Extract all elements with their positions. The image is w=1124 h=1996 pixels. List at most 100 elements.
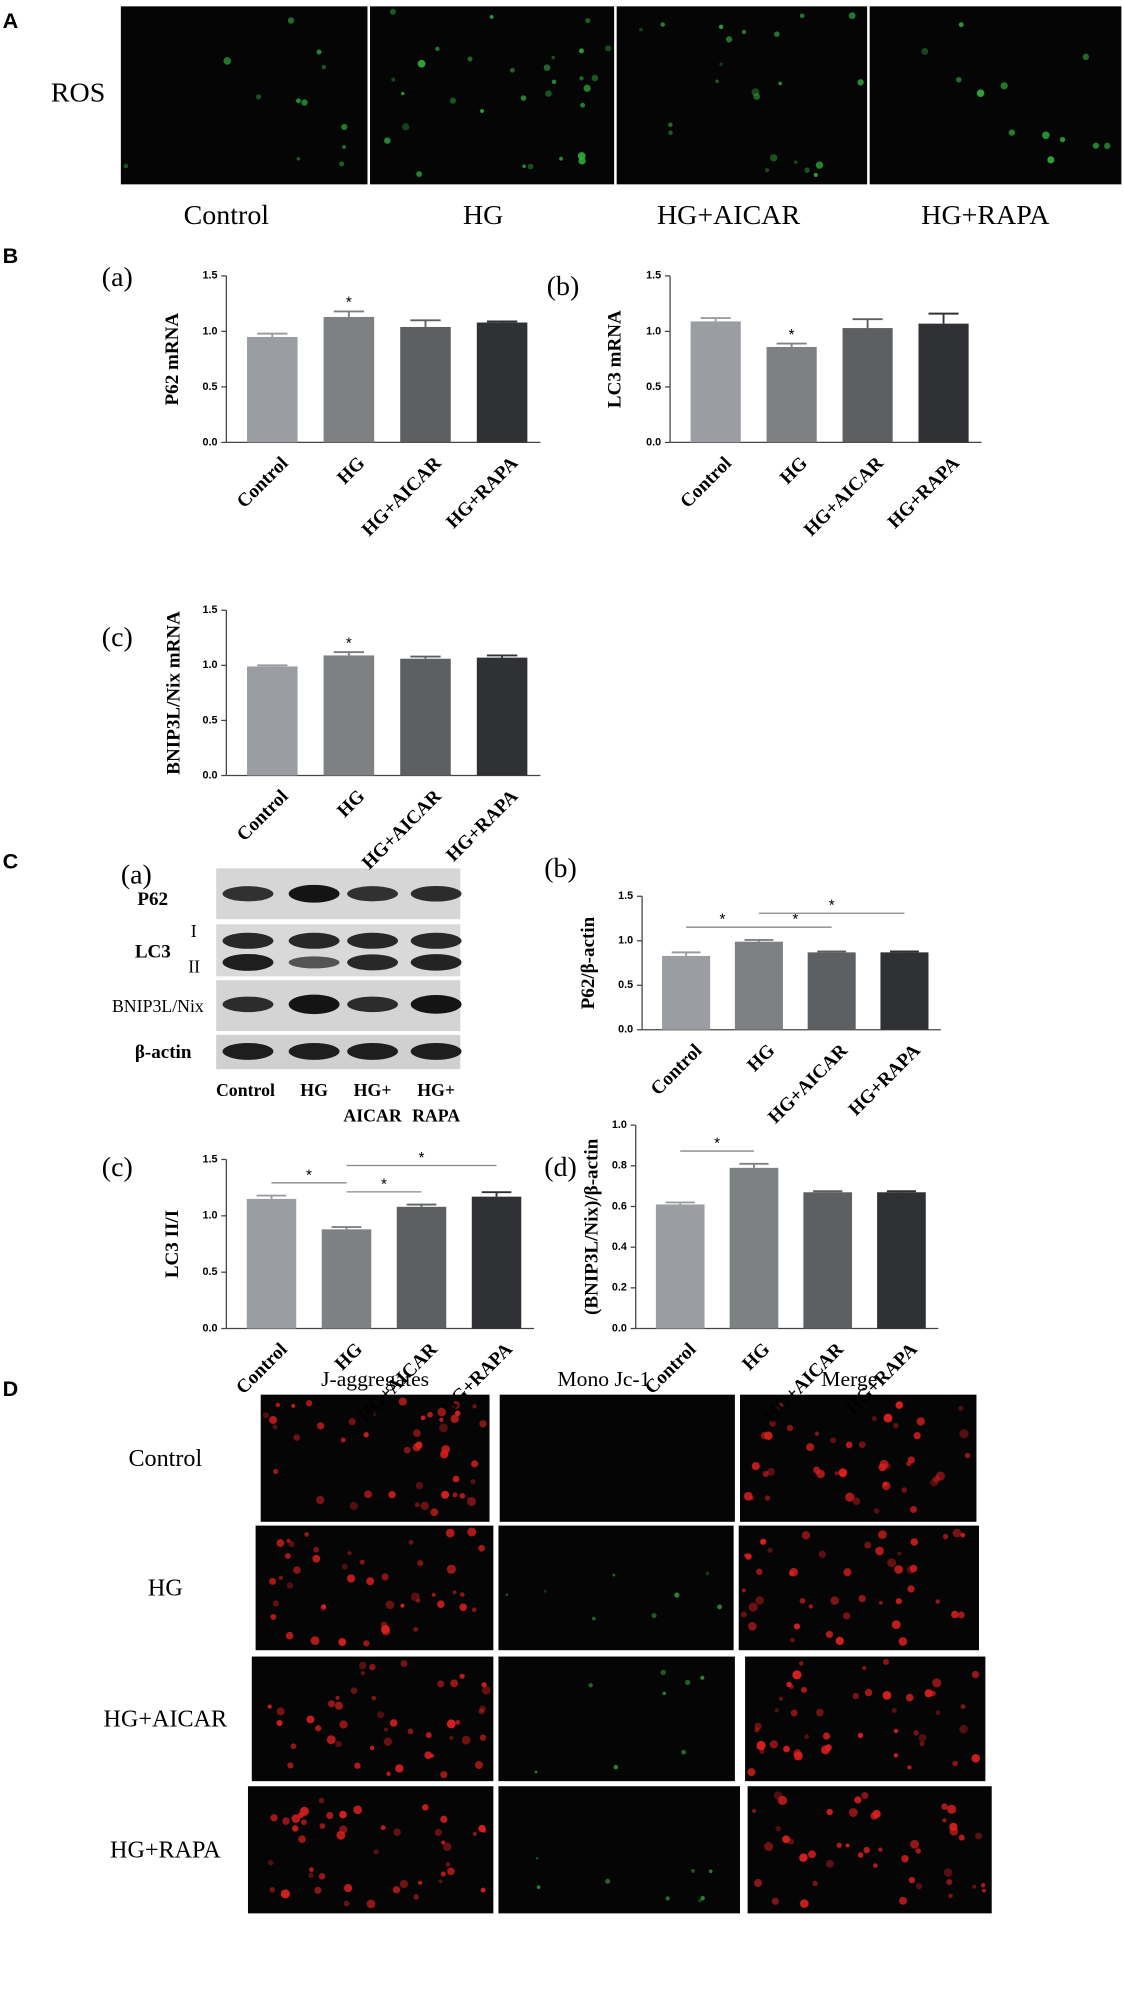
cell [313, 1546, 320, 1553]
bar [321, 1229, 372, 1329]
cell [845, 1843, 850, 1848]
cell [743, 1491, 753, 1501]
cell [899, 1896, 908, 1905]
cell [910, 1538, 919, 1546]
bar [690, 321, 741, 443]
cell [455, 1720, 461, 1725]
cell [668, 122, 673, 127]
cell [398, 1397, 407, 1406]
cell [445, 1528, 455, 1538]
cell [321, 1604, 327, 1610]
cell [651, 1613, 657, 1619]
cell [427, 1411, 433, 1418]
cell [388, 1491, 396, 1499]
cell [592, 1616, 596, 1621]
cell [267, 1704, 272, 1709]
cell [440, 1450, 449, 1459]
cell [293, 1566, 301, 1574]
cell [1092, 142, 1100, 149]
x-tick-label: Control [233, 453, 293, 513]
cell [930, 1478, 939, 1487]
cell [862, 1665, 867, 1671]
cell [263, 1412, 270, 1419]
cell [662, 1691, 667, 1696]
cell [756, 1568, 763, 1575]
cell [478, 1824, 486, 1833]
cell [577, 152, 586, 160]
cell [341, 123, 348, 131]
cell [907, 1585, 915, 1593]
cell [489, 15, 494, 19]
cell [413, 1894, 419, 1900]
cell [760, 1431, 768, 1440]
cell [921, 47, 929, 55]
cell [459, 1493, 466, 1499]
cell [430, 1508, 439, 1517]
cell [845, 1441, 853, 1449]
band [410, 932, 462, 949]
cell [754, 1722, 762, 1730]
cell [383, 1727, 388, 1732]
cell [579, 76, 584, 81]
cell [913, 1432, 921, 1440]
panel-letter: D [3, 1376, 19, 1401]
cell [346, 1574, 356, 1583]
lane-label: RAPA [412, 1105, 460, 1125]
bar [877, 1192, 926, 1329]
cell [403, 1446, 411, 1454]
cell [935, 1710, 941, 1716]
cell [383, 1737, 393, 1746]
cell [534, 1770, 538, 1774]
cell [751, 1808, 757, 1814]
cell [269, 1415, 278, 1424]
cell [1000, 82, 1008, 90]
cell [764, 1495, 771, 1501]
cell [543, 64, 551, 71]
cell [385, 1600, 395, 1610]
bar [734, 941, 783, 1030]
cell [893, 1753, 899, 1758]
cell [350, 1687, 358, 1694]
cell [392, 1886, 401, 1894]
cell [854, 1796, 862, 1804]
y-axis-label: LC3 mRNA [604, 310, 625, 408]
cell [339, 1720, 348, 1729]
cell [306, 1715, 315, 1724]
cell [1059, 136, 1066, 143]
cell [895, 1598, 902, 1605]
cell [452, 1590, 457, 1595]
cell [949, 1822, 958, 1832]
panel-label: (b) [544, 853, 577, 884]
cell [467, 1527, 477, 1537]
cell [1008, 129, 1015, 136]
cell [340, 1437, 346, 1443]
cell [660, 1669, 666, 1676]
cell [437, 1680, 445, 1688]
cell [543, 1589, 547, 1593]
band [222, 996, 274, 1013]
cell [964, 1452, 971, 1459]
cell [416, 1598, 421, 1603]
cell [414, 1502, 420, 1508]
cell [848, 12, 856, 20]
lane-labels: Control HG HG+ AICAR HG+ RAPA [216, 1080, 460, 1125]
band-label: BNIP3L/Nix [112, 996, 204, 1016]
band [347, 932, 398, 949]
cell [334, 1701, 344, 1710]
micrograph [251, 1656, 494, 1782]
cell [272, 1600, 280, 1607]
cell [318, 1873, 326, 1880]
band-label: β-actin [135, 1042, 192, 1063]
micrograph [616, 6, 868, 185]
cell [972, 1884, 977, 1889]
cell [806, 1443, 815, 1452]
cell [535, 1856, 539, 1860]
cell [830, 1596, 839, 1605]
cell [895, 1401, 904, 1409]
cell [778, 1696, 783, 1701]
cell [291, 1825, 299, 1832]
cell [505, 1593, 509, 1596]
cell [612, 1573, 616, 1577]
